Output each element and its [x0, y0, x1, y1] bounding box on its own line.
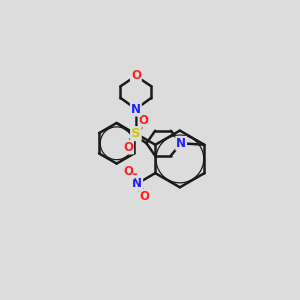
- Text: N: N: [131, 103, 141, 116]
- Text: N: N: [176, 137, 186, 150]
- Text: O: O: [123, 140, 133, 154]
- Text: O: O: [131, 69, 141, 82]
- Text: N: N: [132, 177, 142, 190]
- Text: O: O: [139, 114, 149, 127]
- Text: O: O: [140, 190, 149, 202]
- Text: S: S: [131, 127, 141, 140]
- Text: O: O: [124, 165, 134, 178]
- Text: -: -: [131, 168, 137, 181]
